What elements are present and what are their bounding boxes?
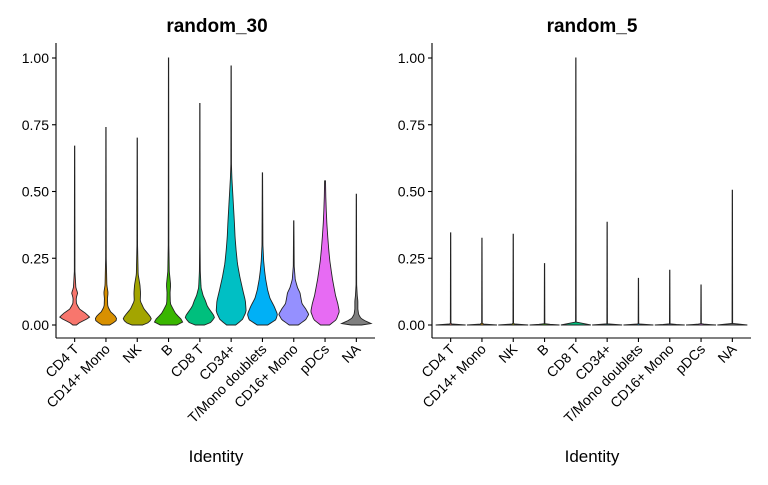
y-tick-label: 1.00 [22, 50, 49, 66]
plot-title: random_5 [547, 16, 638, 37]
x-tick-label: NK [495, 340, 521, 366]
violin-cd4-t [59, 145, 91, 326]
y-tick-label: 0.75 [22, 117, 49, 133]
y-tick-label: 1.00 [398, 50, 425, 66]
y-tick-label: 0.50 [22, 184, 49, 200]
y-tick-label: 0.00 [22, 317, 49, 333]
violin-pdcs [310, 180, 340, 326]
x-tick-label: B [158, 341, 176, 359]
x-axis-title: Identity [189, 447, 244, 466]
violin-t-mono-doublets [623, 277, 654, 326]
violin-cd14-mono [466, 237, 497, 326]
violin-cd8-t [184, 102, 215, 326]
x-tick-label: NK [119, 340, 145, 366]
violin-b [529, 263, 560, 326]
violin-cd4-t [435, 232, 466, 326]
violin-nk [122, 137, 152, 326]
plot-title: random_30 [166, 16, 267, 37]
x-tick-label: B [534, 341, 552, 359]
y-tick-label: 0.75 [398, 117, 425, 133]
violin-pdcs [686, 284, 717, 326]
y-tick-label: 0.00 [398, 317, 425, 333]
violin-cd8-t [560, 57, 591, 326]
violin-na [717, 189, 748, 326]
violin-cd34- [592, 221, 623, 326]
violin-cd14-mono [94, 126, 117, 326]
violin-nk [498, 233, 529, 326]
violin-b [153, 57, 184, 326]
violin-cd16-mono [654, 269, 685, 326]
y-tick-label: 0.50 [398, 184, 425, 200]
x-tick-label: NA [714, 340, 740, 366]
x-tick-label: pDCs [296, 341, 332, 377]
x-tick-label: pDCs [672, 341, 708, 377]
x-tick-label: NA [338, 340, 364, 366]
violin-na [340, 193, 373, 326]
x-axis-title: Identity [565, 447, 620, 466]
violin-t-mono-doublets [247, 172, 278, 326]
y-tick-label: 0.25 [22, 250, 49, 266]
violin-cd16-mono [278, 220, 310, 326]
violin-cd34- [215, 65, 247, 326]
y-tick-label: 0.25 [398, 250, 425, 266]
